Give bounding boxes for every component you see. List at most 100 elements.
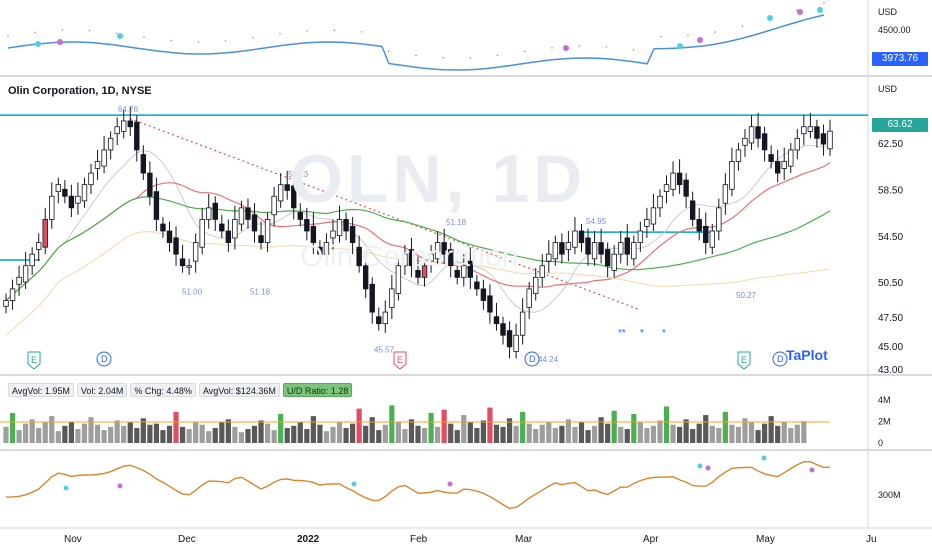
signal-asterisk: ** (618, 328, 626, 339)
price-annotation: 51.18 (250, 288, 271, 297)
candle-body (761, 133, 768, 151)
volume-bar (565, 419, 572, 443)
candle-body (637, 230, 644, 243)
volume-bar (23, 423, 29, 443)
candle-body (755, 126, 761, 139)
candle-body (565, 242, 572, 250)
volume-bar (350, 423, 356, 443)
volume-bar (219, 422, 225, 443)
volume-bar (775, 425, 781, 443)
volume-bar (526, 423, 532, 443)
volume-bar (94, 424, 101, 443)
candle-body (284, 184, 290, 191)
top-dot (524, 50, 526, 53)
candle-body (644, 219, 650, 227)
candle-body (827, 130, 833, 150)
price-annotation: 59.13 (288, 170, 309, 179)
symbol-title: Olin Corporation, 1D, NYSE (8, 85, 152, 97)
candle-body (415, 269, 421, 278)
rs-marker (63, 485, 69, 491)
price-annotation: 64.76 (118, 105, 139, 114)
volume-bar (173, 411, 179, 443)
volume-bar (271, 430, 277, 443)
top-dot (61, 29, 64, 31)
candle-body (277, 184, 284, 202)
volume-bar (500, 426, 506, 443)
candle-body (539, 265, 545, 278)
top-dot (252, 36, 254, 39)
candle-body (454, 269, 460, 278)
dividend-icon-label: D (101, 354, 108, 364)
top-axis-label: 4500.00 (878, 25, 911, 35)
volume-bar (663, 406, 670, 443)
volume-bar (781, 421, 787, 443)
volume-bar (343, 427, 349, 443)
main-axis-tick: 50.50 (878, 278, 903, 289)
candle-body (271, 195, 277, 216)
top-dot (360, 31, 363, 33)
candle-body (121, 120, 127, 132)
volume-bar (533, 429, 539, 443)
volume-axis-tick: 2M (878, 417, 891, 427)
volume-bar (585, 430, 591, 443)
candle-body (35, 242, 42, 250)
candle-body (578, 230, 585, 243)
candle-body (376, 316, 382, 325)
main-axis-tick: 45.00 (878, 342, 903, 353)
volume-axis-tick: 0 (878, 438, 883, 448)
volume-bar (389, 405, 395, 443)
candle-body (369, 283, 375, 313)
top-dot (7, 35, 9, 37)
volume-bar (121, 425, 127, 443)
candle-body (179, 258, 186, 267)
volume-bar (657, 420, 663, 443)
volume-bar (88, 417, 94, 443)
candle-body (75, 195, 81, 204)
dividend-icon (524, 351, 540, 367)
top-dot (551, 47, 553, 49)
earnings-icon (27, 351, 41, 370)
earnings-icon-label: E (31, 355, 37, 365)
candle-body (212, 202, 218, 220)
top-dot (632, 49, 635, 51)
volume-bar (624, 429, 630, 443)
rs-marker (117, 483, 123, 489)
volume-bar (238, 432, 245, 443)
price-annotation: 54.95 (586, 217, 607, 226)
bottom-axis-label: 300M (878, 490, 901, 500)
relative-strength-line (5, 461, 831, 510)
volume-bar (546, 421, 552, 443)
candle-body (774, 161, 781, 174)
time-axis-label: Dec (178, 534, 196, 545)
volume-bar (788, 427, 794, 443)
dividend-icon (772, 351, 788, 367)
candle-body (552, 242, 559, 260)
candle-body (49, 195, 55, 220)
volume-bar (278, 413, 284, 443)
top-dot (34, 31, 36, 34)
candle-body (362, 265, 369, 290)
volume-bar (225, 419, 231, 443)
price-annotation: 51.18 (446, 218, 467, 227)
dividend-icon-label: D (777, 354, 784, 364)
volume-bar (317, 424, 323, 443)
earnings-icon-label: E (741, 355, 747, 365)
volume-bar (49, 416, 55, 443)
volume-bar (376, 430, 382, 443)
candle-body (336, 219, 343, 237)
volume-bar (323, 431, 330, 443)
main-currency: USD (878, 84, 898, 94)
time-axis-label: 2022 (297, 534, 320, 545)
candle-body (657, 195, 663, 209)
candle-body (114, 126, 120, 135)
candle-body (389, 288, 395, 308)
candle-body (461, 265, 467, 278)
volume-bar (735, 426, 742, 443)
volume-bar (670, 424, 676, 443)
candle-body (232, 219, 238, 239)
candle-body (192, 242, 199, 262)
volume-bar (134, 427, 140, 443)
volume-bar (539, 424, 545, 443)
main-axis-tick: 43.00 (878, 365, 903, 376)
volume-bar (258, 420, 264, 443)
